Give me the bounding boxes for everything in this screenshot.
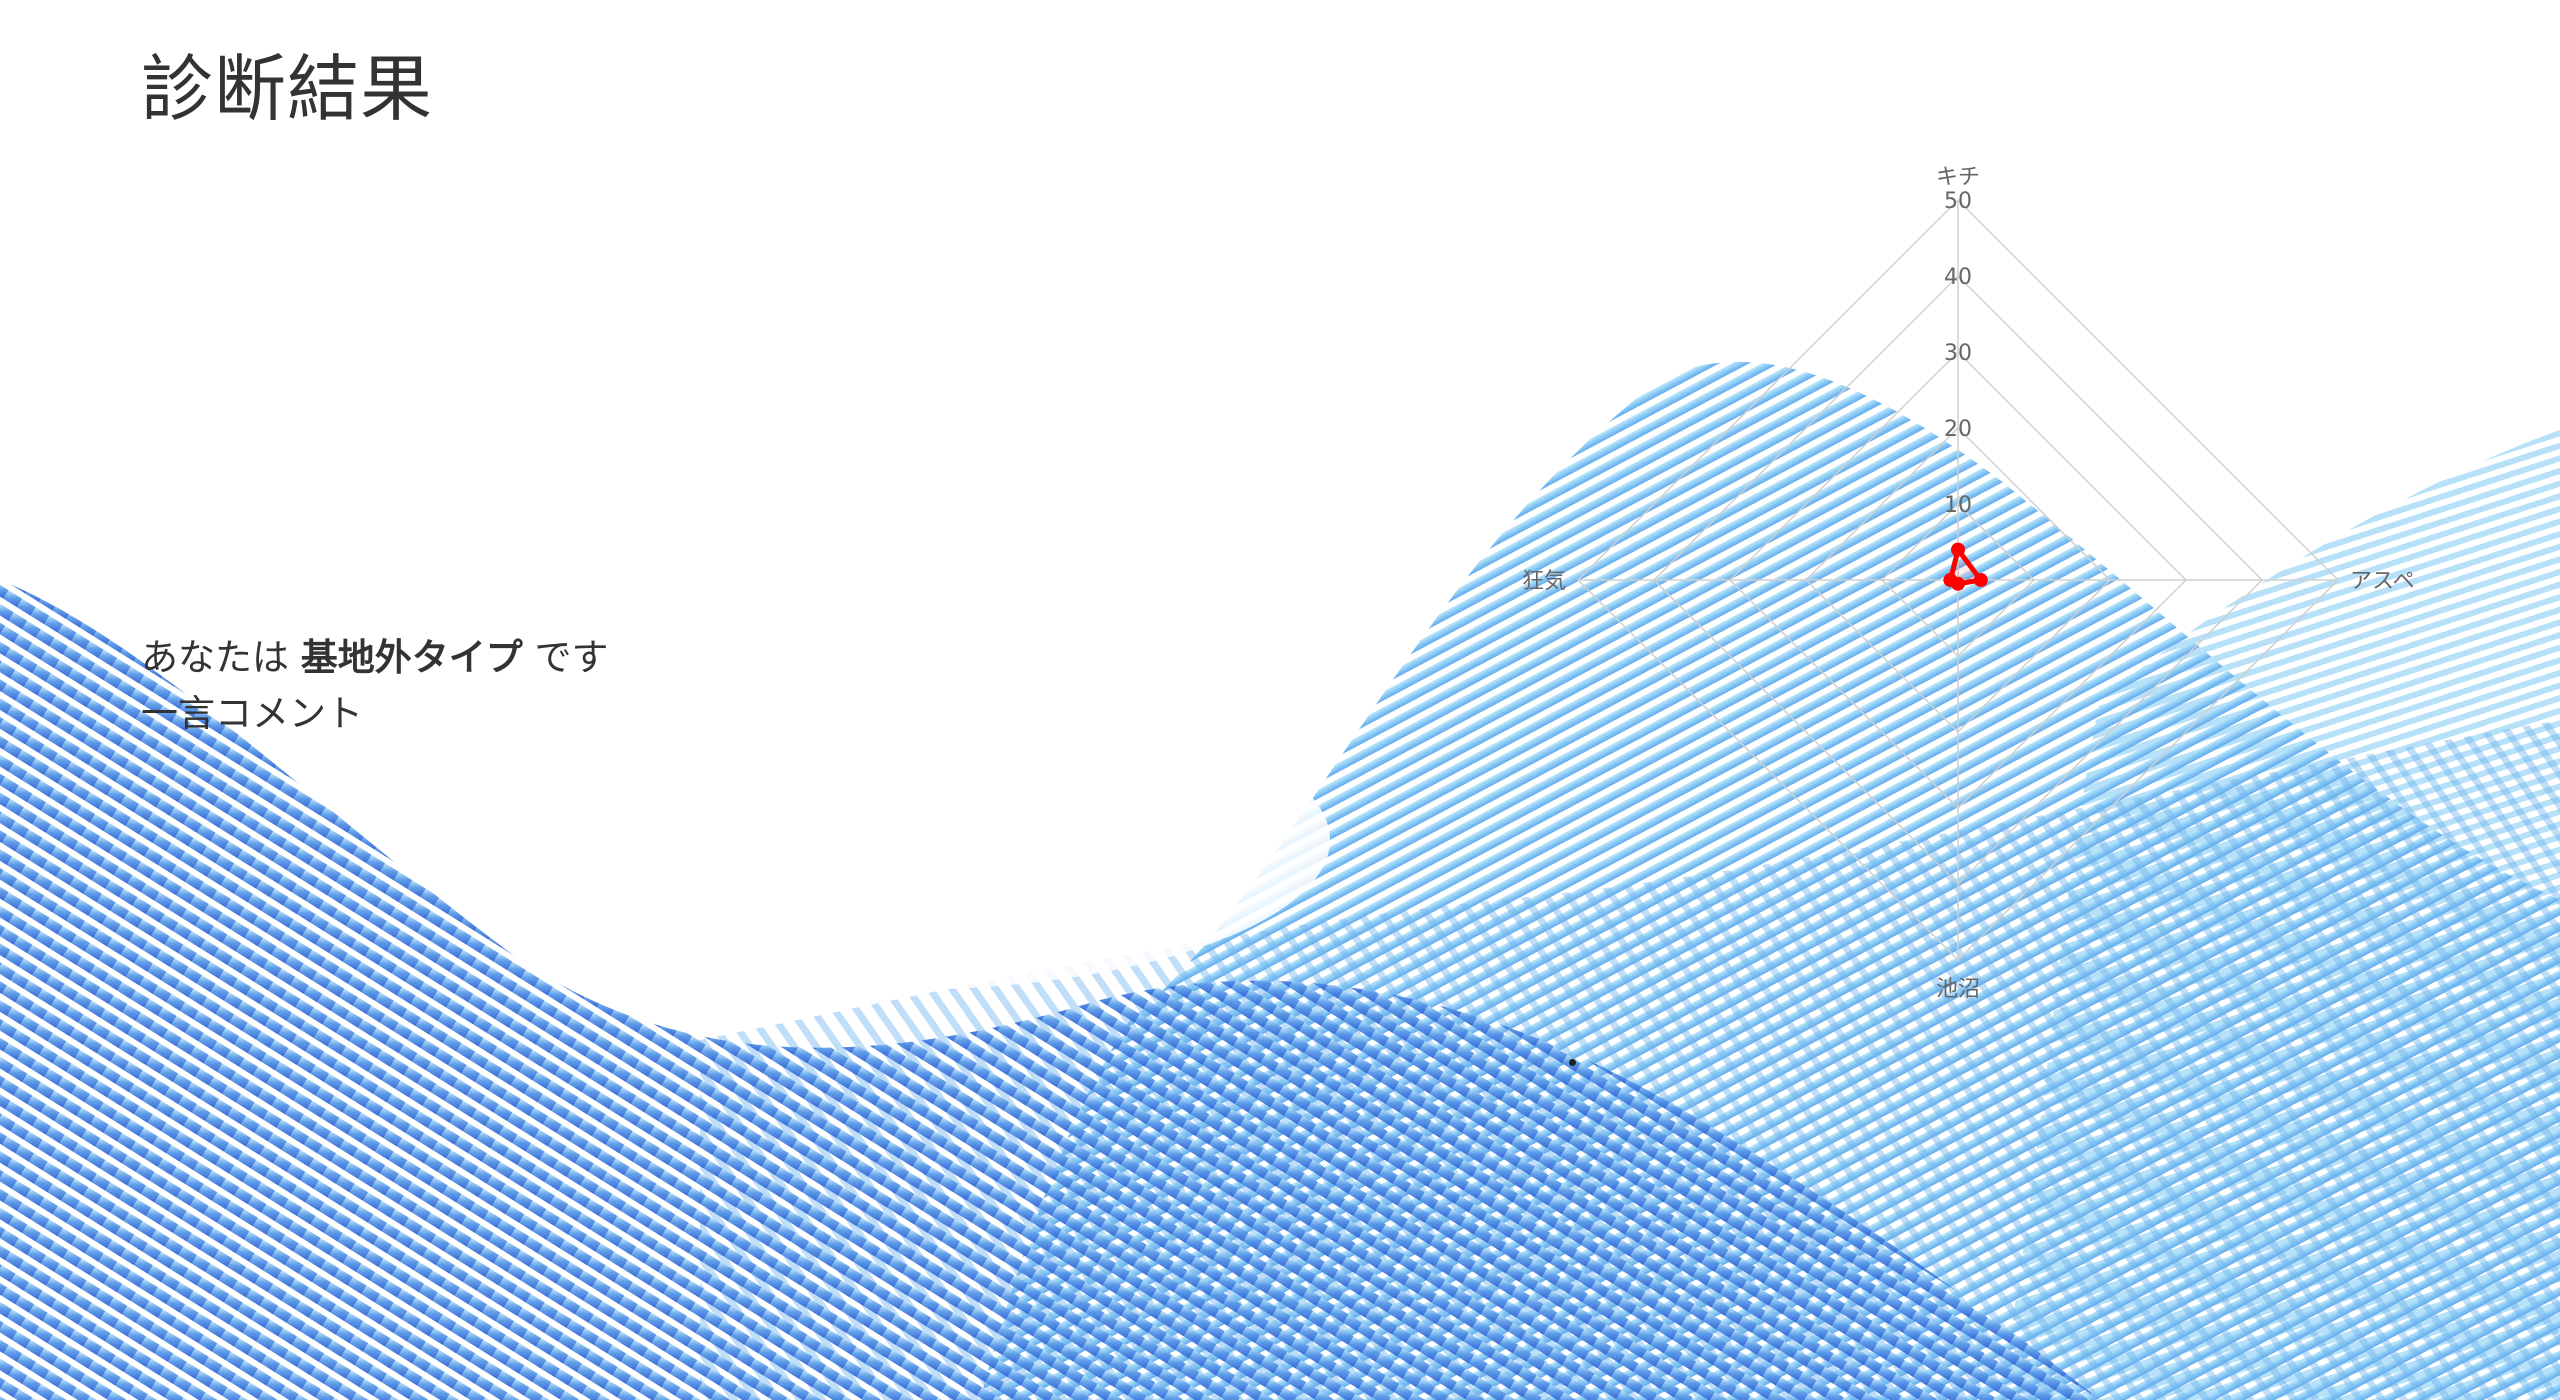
radar-axis-label: キチ (1936, 165, 1980, 190)
radar-data-point (1951, 542, 1965, 557)
radar-axis-label: アスペ (2350, 569, 2414, 594)
radar-tick-label: 20 (1944, 417, 1972, 442)
result-prefix: あなたは (141, 636, 289, 679)
result-line: あなたは 基地外タイプ です (141, 630, 609, 686)
page-title: 診断結果 (141, 47, 434, 131)
result-text-block: あなたは 基地外タイプ です 一言コメント (141, 630, 609, 742)
radar-tick-label: 40 (1944, 265, 1972, 290)
mouse-cursor-dot (1569, 1059, 1576, 1066)
radar-axis-label: 狂気 (1522, 569, 1566, 594)
result-comment: 一言コメント (141, 692, 363, 735)
radar-tick-label: 30 (1944, 341, 1972, 366)
radar-axis-label: 池沼 (1936, 977, 1980, 1002)
result-type-name: 基地外タイプ (300, 636, 523, 679)
result-suffix: です (534, 636, 609, 679)
radar-data-point (1943, 573, 1958, 587)
radar-tick-label: 10 (1944, 493, 1972, 518)
radar-data-point (1973, 573, 1988, 587)
radar-tick-label: 50 (1944, 189, 1972, 214)
